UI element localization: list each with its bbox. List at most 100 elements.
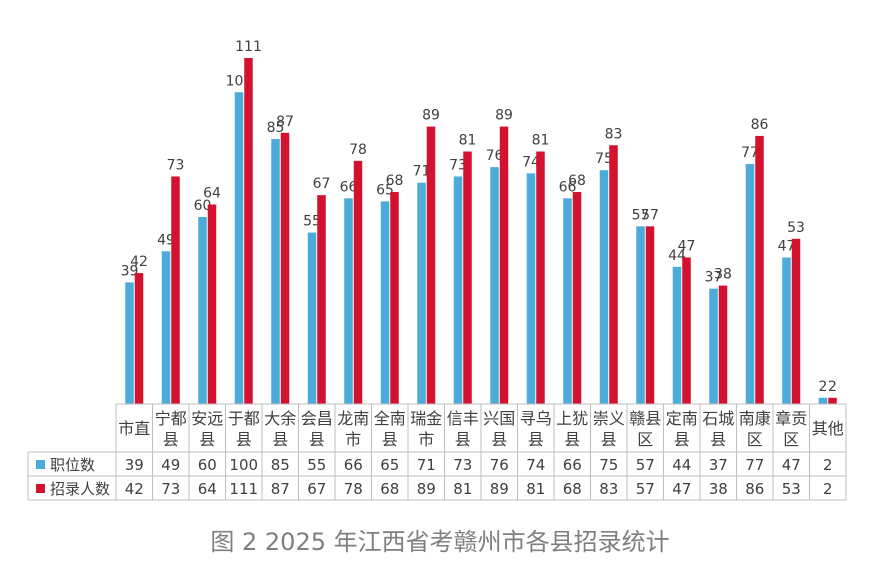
figure-caption: 图 2 2025 年江西省考赣州市各县招录统计 — [210, 528, 670, 556]
category-label-2: 安远县 — [191, 409, 223, 449]
table-value-positions-13: 75 — [599, 456, 618, 474]
table-value-recruits-0: 42 — [125, 480, 144, 498]
category-label-0: 市直 — [118, 419, 150, 438]
table-value-recruits-1: 73 — [161, 480, 180, 498]
bar-recruits-5 — [317, 195, 326, 404]
data-label-positions-19: 2 — [819, 379, 828, 395]
data-label-recruits-5: 67 — [313, 176, 331, 192]
data-label-recruits-7: 68 — [386, 173, 404, 189]
category-label-13: 崇义县 — [593, 409, 625, 449]
category-label-19: 其他 — [812, 419, 844, 438]
data-label-positions-1: 49 — [157, 232, 175, 248]
data-label-positions-13: 75 — [595, 151, 613, 167]
bar-positions-2 — [198, 216, 207, 404]
data-label-positions-15: 44 — [668, 248, 686, 264]
table-value-recruits-19: 2 — [823, 480, 833, 498]
bar-positions-12 — [563, 198, 572, 404]
table-value-positions-1: 49 — [161, 456, 180, 474]
category-label-4: 大余县 — [264, 409, 296, 449]
legend-key-recruits — [36, 484, 45, 493]
data-label-recruits-19: 2 — [828, 379, 837, 395]
bar-positions-16 — [709, 288, 718, 404]
table-value-recruits-17: 86 — [745, 480, 764, 498]
data-label-recruits-0: 42 — [130, 254, 148, 270]
table-value-positions-2: 60 — [198, 456, 217, 474]
category-label-18: 章贡区 — [775, 409, 807, 449]
table-value-recruits-6: 78 — [344, 480, 363, 498]
bar-positions-3 — [234, 92, 244, 404]
bar-positions-1 — [161, 251, 171, 404]
data-label-recruits-2: 64 — [203, 186, 221, 202]
category-label-12: 上犹县 — [556, 409, 588, 449]
data-label-positions-4: 85 — [267, 120, 285, 136]
table-value-recruits-10: 89 — [490, 480, 509, 498]
table-value-positions-15: 44 — [672, 456, 691, 474]
bar-recruits-19 — [828, 397, 837, 404]
table-value-positions-6: 66 — [344, 456, 363, 474]
data-label-recruits-17: 86 — [751, 117, 769, 133]
bar-positions-7 — [380, 201, 390, 404]
bar-recruits-14 — [645, 226, 655, 404]
data-label-recruits-14: 57 — [641, 207, 659, 223]
bar-positions-6 — [344, 198, 353, 404]
table-value-positions-5: 55 — [307, 456, 326, 474]
bar-positions-8 — [417, 182, 426, 404]
bar-recruits-16 — [718, 285, 728, 404]
bar-recruits-9 — [463, 151, 472, 404]
bar-positions-15 — [672, 266, 682, 404]
bar-positions-5 — [307, 232, 317, 404]
bar-positions-19 — [818, 397, 828, 404]
data-label-positions-18: 47 — [778, 238, 796, 254]
category-label-11: 寻乌县 — [520, 409, 552, 449]
data-label-recruits-1: 73 — [167, 157, 185, 173]
data-label-recruits-12: 68 — [568, 173, 586, 189]
table-value-recruits-8: 89 — [417, 480, 436, 498]
data-label-recruits-10: 89 — [495, 108, 513, 124]
table-value-positions-7: 65 — [380, 456, 399, 474]
bar-recruits-10 — [499, 126, 509, 405]
table-value-recruits-13: 83 — [599, 480, 618, 498]
category-label-17: 南康区 — [739, 409, 771, 449]
bar-positions-10 — [490, 167, 499, 404]
table-value-recruits-2: 64 — [198, 480, 217, 498]
category-label-15: 定南县 — [666, 409, 698, 449]
table-value-positions-9: 73 — [453, 456, 472, 474]
data-label-positions-17: 77 — [741, 145, 759, 161]
category-label-5: 会昌县 — [301, 409, 333, 449]
data-label-positions-16: 37 — [705, 270, 723, 286]
data-label-positions-6: 66 — [340, 179, 358, 195]
table-value-recruits-15: 47 — [672, 480, 691, 498]
data-label-recruits-6: 78 — [349, 142, 367, 158]
category-label-6: 龙南市 — [337, 409, 369, 449]
data-label-positions-7: 65 — [376, 182, 394, 198]
bar-positions-13 — [599, 170, 609, 404]
table-value-positions-10: 76 — [490, 456, 509, 474]
data-label-positions-5: 55 — [303, 214, 321, 230]
data-label-recruits-4: 87 — [276, 114, 294, 130]
data-label-recruits-18: 53 — [787, 220, 805, 236]
table-value-recruits-9: 81 — [453, 480, 472, 498]
table-value-recruits-5: 67 — [307, 480, 326, 498]
data-label-positions-8: 71 — [413, 164, 431, 180]
table-value-recruits-11: 81 — [526, 480, 545, 498]
legend-label-recruits: 招录人数 — [50, 480, 110, 498]
category-label-8: 瑞金市 — [410, 409, 442, 449]
bar-recruits-3 — [244, 58, 253, 404]
bar-positions-14 — [636, 226, 645, 404]
table-value-positions-19: 2 — [823, 456, 833, 474]
table-value-recruits-4: 87 — [271, 480, 290, 498]
category-label-10: 兴国县 — [483, 409, 515, 449]
category-label-14: 赣县区 — [629, 409, 661, 449]
table-value-positions-3: 100 — [229, 456, 258, 474]
data-label-positions-0: 39 — [121, 263, 139, 279]
bar-positions-0 — [125, 282, 134, 404]
bar-recruits-7 — [390, 192, 399, 404]
bar-recruits-12 — [572, 192, 582, 404]
table-value-recruits-14: 57 — [636, 480, 655, 498]
table-value-positions-18: 47 — [782, 456, 801, 474]
bar-positions-4 — [271, 139, 280, 404]
bar-recruits-13 — [609, 145, 618, 404]
data-label-recruits-8: 89 — [422, 108, 440, 124]
bar-recruits-15 — [682, 257, 691, 404]
table-value-positions-14: 57 — [636, 456, 655, 474]
